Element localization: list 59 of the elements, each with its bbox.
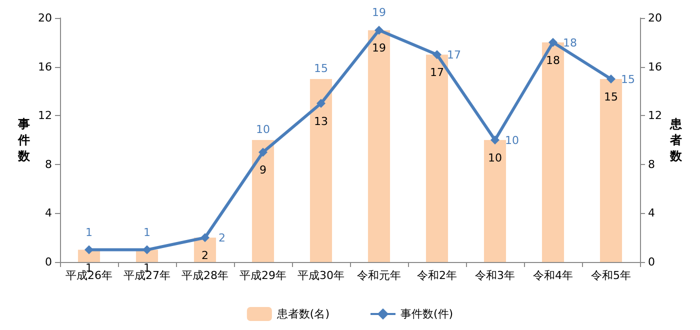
point — [432, 50, 442, 60]
bar — [426, 54, 448, 262]
data-label: 17 — [447, 48, 461, 62]
bar — [310, 79, 332, 262]
x-tick-label: 平成28年 — [182, 269, 228, 282]
data-label: 19 — [372, 42, 386, 55]
legend-label: 事件数(件) — [400, 308, 454, 320]
point — [374, 26, 384, 35]
x-tick-label: 平成29年 — [240, 269, 286, 282]
y-tick-label: 0 — [45, 256, 52, 268]
bar — [600, 79, 622, 262]
y-tick-label: 16 — [38, 60, 52, 74]
x-tick-label: 令和元年 — [357, 269, 401, 282]
x-tick-label: 令和4年 — [533, 269, 573, 282]
y2-tick-label: 0 — [648, 256, 655, 268]
point — [142, 245, 152, 254]
y-tick-label: 4 — [45, 206, 52, 220]
data-label: 10 — [488, 152, 502, 164]
point — [84, 245, 94, 254]
data-label: 19 — [372, 6, 386, 20]
data-label: 2 — [202, 249, 208, 262]
data-label: 18 — [563, 36, 577, 50]
data-label: 9 — [260, 164, 266, 177]
bar — [484, 140, 506, 262]
data-label: 18 — [546, 54, 560, 67]
bar — [542, 42, 564, 262]
data-label: 10 — [256, 123, 270, 136]
point — [258, 148, 268, 157]
y2-tick-label: 16 — [648, 60, 662, 74]
y-tick-label: 20 — [38, 12, 52, 24]
point — [548, 38, 558, 47]
point — [606, 74, 616, 84]
y2-axis-title: 患者数 — [669, 117, 683, 163]
y2-tick-label: 4 — [648, 206, 655, 220]
x-tick-label: 令和5年 — [591, 269, 631, 282]
y2-tick-label: 8 — [648, 158, 655, 171]
data-label: 15 — [604, 90, 618, 104]
point — [316, 98, 326, 108]
y-tick-label: 8 — [45, 158, 52, 171]
legend-label: 患者数(名) — [276, 308, 330, 320]
data-label: 1 — [86, 226, 92, 239]
point — [200, 233, 210, 242]
data-label: 15 — [314, 62, 328, 75]
data-label: 13 — [314, 114, 328, 128]
x-tick-label: 令和2年 — [417, 269, 457, 282]
x-tick-label: 平成30年 — [298, 269, 344, 282]
data-label: 2 — [218, 232, 226, 245]
y2-tick-label: 20 — [648, 12, 662, 24]
data-label: 15 — [621, 73, 635, 86]
bar — [252, 140, 274, 262]
bar — [368, 30, 390, 262]
data-label: 10 — [505, 134, 519, 147]
y-tick-label: 12 — [38, 109, 52, 122]
y-axis-title: 事件数 — [17, 117, 31, 163]
y2-tick-label: 12 — [648, 109, 662, 122]
point — [490, 136, 500, 144]
data-label: 17 — [430, 66, 444, 80]
x-tick-label: 令和3年 — [475, 269, 515, 282]
data-label: 1 — [144, 226, 150, 239]
